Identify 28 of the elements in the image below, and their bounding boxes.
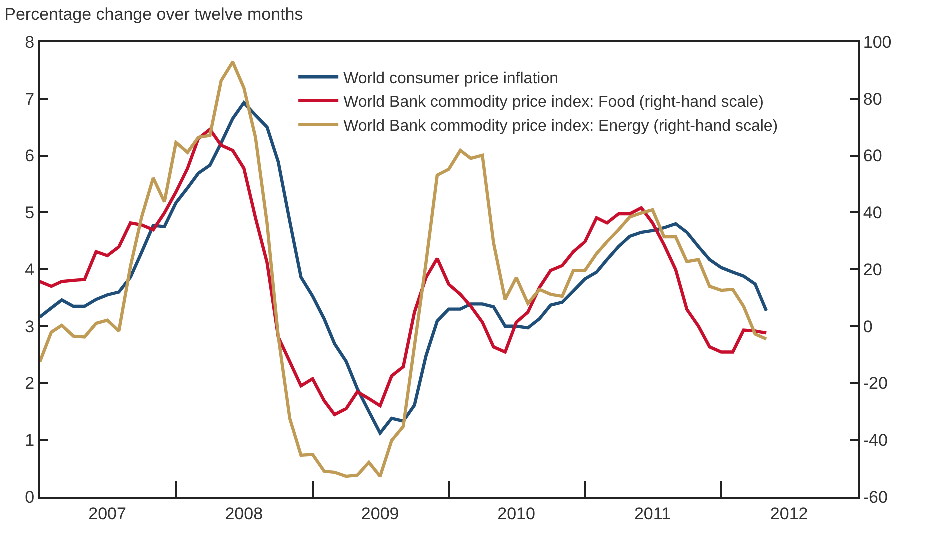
y2-tick-label: 80 (863, 90, 882, 109)
y-tick-label: 6 (25, 146, 35, 166)
legend-label: World consumer price inflation (344, 70, 558, 88)
x-tick-label: 2007 (88, 504, 126, 524)
y-tick-label: 2 (25, 374, 35, 394)
y2-tick-label: 40 (863, 204, 882, 223)
x-tick-label: 2008 (225, 504, 264, 524)
y-tick-label: 8 (25, 32, 35, 52)
y2-tick-label: -40 (863, 431, 888, 450)
y2-tick-label: 20 (863, 260, 882, 280)
y-tick-label: 0 (25, 488, 35, 507)
legend-label: World Bank commodity price index: Energy (right-hand scale) (344, 118, 778, 135)
y2-tick-label: 60 (863, 146, 882, 166)
y-tick-label: 1 (25, 431, 35, 450)
y2-tick-label: 0 (863, 317, 873, 336)
y2-tick-label: 100 (863, 32, 892, 52)
chart-title: Percentage change over twelve months (4, 4, 304, 24)
y-tick-label: 4 (25, 260, 35, 280)
x-tick-label: 2012 (770, 504, 808, 524)
x-tick-label: 2010 (498, 504, 536, 524)
legend-label: World Bank commodity price index: Food (right-hand scale) (344, 94, 764, 112)
y-tick-label: 3 (25, 317, 35, 336)
y-tick-label: 7 (25, 90, 35, 109)
y2-tick-label: -60 (863, 488, 888, 507)
y2-tick-label: -20 (863, 374, 888, 394)
x-tick-label: 2009 (361, 504, 400, 524)
y-tick-label: 5 (25, 204, 35, 223)
x-tick-label: 2011 (634, 504, 672, 524)
